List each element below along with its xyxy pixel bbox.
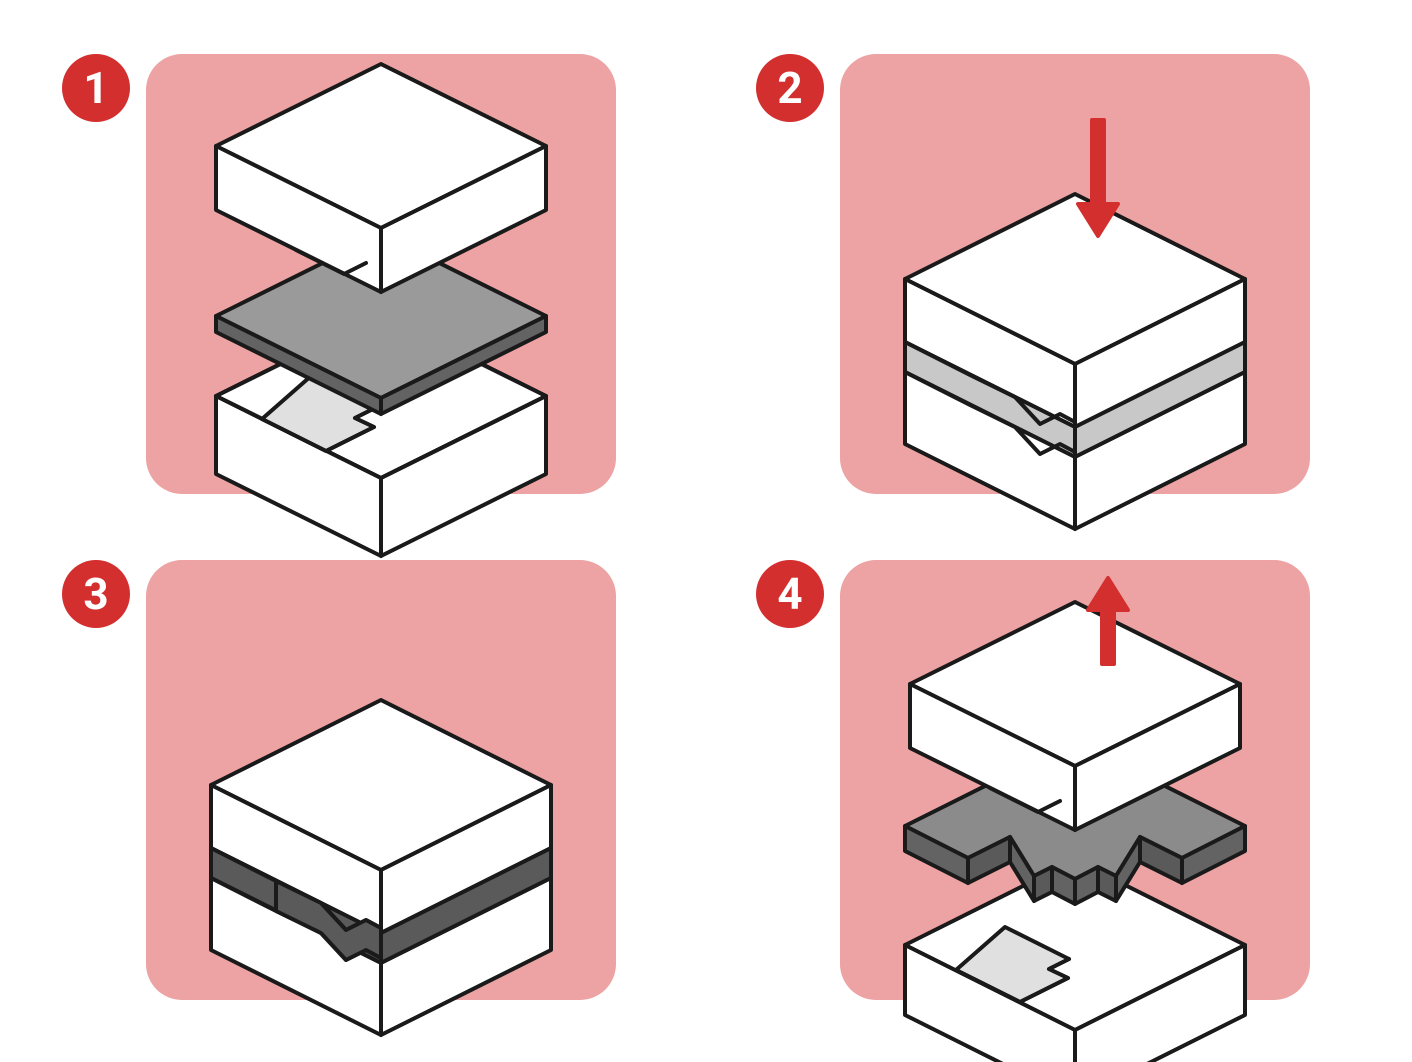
step-3-art bbox=[211, 700, 551, 1035]
step-1-art bbox=[216, 64, 546, 556]
upper-punch-lifted bbox=[910, 602, 1240, 830]
step-2-art bbox=[905, 120, 1245, 529]
upper-punch bbox=[216, 64, 546, 292]
step-4-art bbox=[905, 578, 1245, 1062]
process-diagram bbox=[0, 0, 1412, 1062]
